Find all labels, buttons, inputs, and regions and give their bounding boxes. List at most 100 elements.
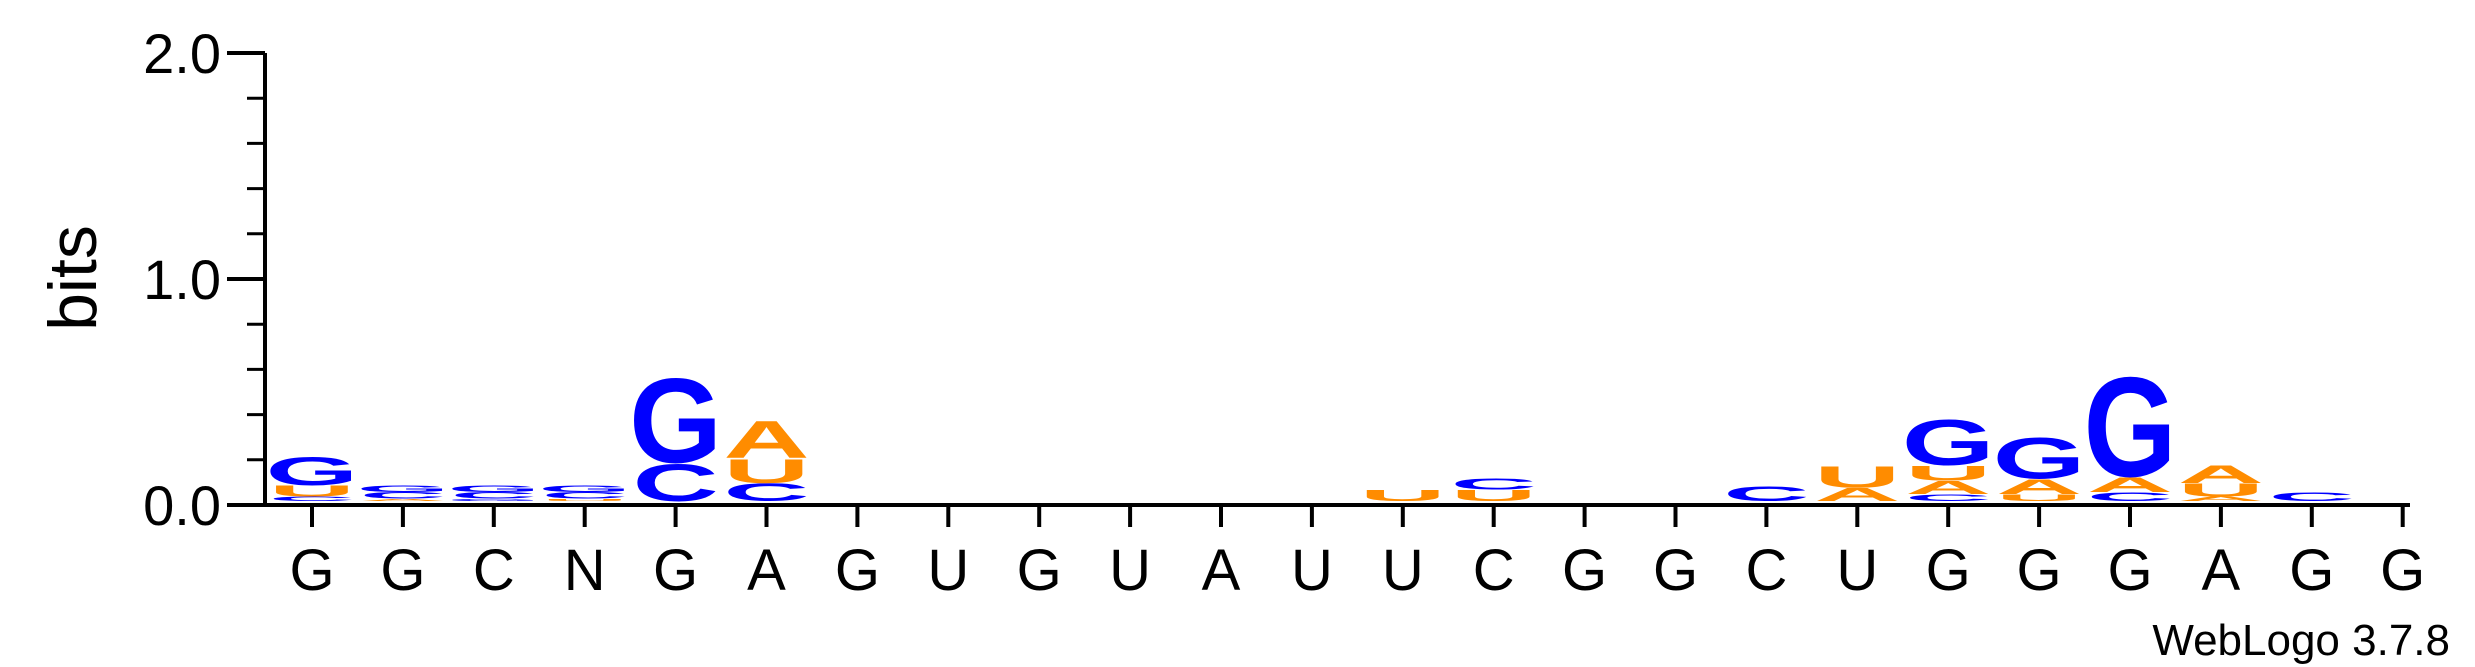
x-tick-label: C	[1745, 538, 1787, 603]
logo-letter: U	[723, 452, 809, 490]
logo-letter-glyph: U	[1905, 461, 1991, 485]
y-tick-label: 2.0	[143, 22, 221, 85]
logo-letter: A	[2087, 473, 2173, 497]
logo-letter-glyph: U	[2178, 480, 2264, 501]
logo-letter: A	[2178, 461, 2264, 489]
logo-letter-glyph: A	[360, 498, 446, 501]
logo-letter-glyph: A	[2178, 461, 2264, 489]
logo-letter: U	[1905, 461, 1991, 485]
logo-letter-glyph: C	[723, 479, 809, 507]
logo-letter: U	[542, 498, 628, 501]
logo-letter: U	[1360, 487, 1446, 504]
x-tick-label: G	[835, 538, 880, 603]
logo-letter-glyph: G	[2084, 347, 2177, 506]
x-tick-label: U	[927, 538, 969, 603]
logo-letter-glyph: A	[1905, 478, 1991, 499]
logo-letter-glyph: A	[2178, 495, 2264, 502]
x-tick-label: G	[2017, 538, 2062, 603]
x-tick-label: G	[1926, 538, 1971, 603]
x-tick-label: G	[653, 538, 698, 603]
logo-letter-glyph: C	[542, 490, 628, 500]
logo-letter-glyph: C	[1905, 493, 1991, 503]
logo-letter: C	[451, 490, 537, 500]
x-tick-label: A	[2202, 538, 2241, 603]
logo-letter-glyph: G	[447, 498, 540, 501]
x-tick-label: U	[1291, 538, 1333, 603]
logo-letter-glyph: C	[2269, 490, 2355, 504]
logo-letter: G	[2084, 347, 2177, 506]
x-tick-label: G	[2107, 538, 2152, 603]
logo-letter-glyph: G	[356, 484, 449, 494]
logo-letter: C	[269, 495, 355, 502]
logo-letter-glyph: G	[266, 449, 359, 494]
x-tick-label: A	[747, 538, 786, 603]
x-tick-label: N	[564, 538, 606, 603]
logo-letter-glyph: U	[1360, 487, 1446, 504]
logo-letter-glyph: G	[1902, 407, 1995, 479]
logo-letter: G	[356, 484, 449, 494]
logo-letter: C	[1723, 482, 1809, 506]
logo-letter-glyph: U	[542, 498, 628, 501]
logo-letter: U	[1451, 487, 1537, 504]
x-tick-label: G	[1017, 538, 1062, 603]
credit-label: WebLogo 3.7.8	[2152, 616, 2450, 665]
logo-letter-glyph: G	[1993, 425, 2086, 491]
x-tick-label: A	[1202, 538, 1241, 603]
logo-letter-glyph: A	[723, 410, 809, 469]
x-tick-label: U	[1836, 538, 1878, 603]
logo-letter: G	[1902, 407, 1995, 479]
logo-letter-glyph: C	[269, 495, 355, 502]
logo-letter-glyph: G	[447, 484, 540, 494]
x-tick-label: U	[1109, 538, 1151, 603]
logo-letter-glyph: G	[538, 484, 631, 494]
logo-letter: A	[723, 410, 809, 469]
logo-letter: G	[629, 354, 722, 489]
logo-letter: C	[1905, 493, 1991, 503]
logo-letter-glyph: U	[1814, 460, 1900, 494]
logo-letter: C	[360, 490, 446, 500]
logo-letter: C	[2269, 490, 2355, 504]
x-tick-label: G	[2380, 538, 2425, 603]
logo-letter: U	[2178, 480, 2264, 501]
logo-letter: C	[542, 490, 628, 500]
logo-letter: C	[723, 479, 809, 507]
logo-letter: A	[1996, 475, 2082, 499]
logo-letter-glyph: C	[2087, 490, 2173, 504]
logo-letter-glyph: C	[451, 490, 537, 500]
y-tick-label: 0.0	[143, 474, 221, 537]
logo-letter-glyph: U	[1996, 493, 2082, 503]
x-tick-label: C	[473, 538, 515, 603]
y-axis: 0.0 1.0 2.0	[143, 22, 267, 537]
logo-letter: C	[2087, 490, 2173, 504]
logo-letter: A	[2178, 495, 2264, 502]
logo-letter-glyph: G	[629, 354, 722, 489]
x-tick-label: U	[1382, 538, 1424, 603]
logo-letter-glyph: A	[2087, 473, 2173, 497]
y-axis-label: bits	[35, 225, 111, 331]
logo-letter-glyph: C	[632, 453, 718, 512]
logo-letter: G	[266, 449, 359, 494]
logo-letter: A	[360, 498, 446, 501]
logo-letter: G	[447, 498, 540, 501]
logo-letter-glyph: C	[1723, 482, 1809, 506]
logo-letter-glyph: U	[269, 483, 355, 500]
logo-letter: A	[1814, 484, 1900, 505]
logo-letter: G	[447, 484, 540, 494]
logo-letter-glyph: A	[1814, 484, 1900, 505]
logo-letter: G	[1993, 425, 2086, 491]
x-tick-label: G	[2289, 538, 2334, 603]
logo-letter: U	[1814, 460, 1900, 494]
logo-letter: C	[1451, 476, 1537, 493]
logo-letter-glyph: U	[723, 452, 809, 490]
logo-letter: U	[269, 483, 355, 500]
logo-letter-glyph: A	[1996, 475, 2082, 499]
logo-letter-glyph: C	[1451, 476, 1537, 493]
x-tick-label: G	[380, 538, 425, 603]
logo-letter-glyph: C	[360, 490, 446, 500]
logo-letter: A	[1905, 478, 1991, 499]
logo-letter: U	[1996, 493, 2082, 503]
x-tick-label: G	[1562, 538, 1607, 603]
